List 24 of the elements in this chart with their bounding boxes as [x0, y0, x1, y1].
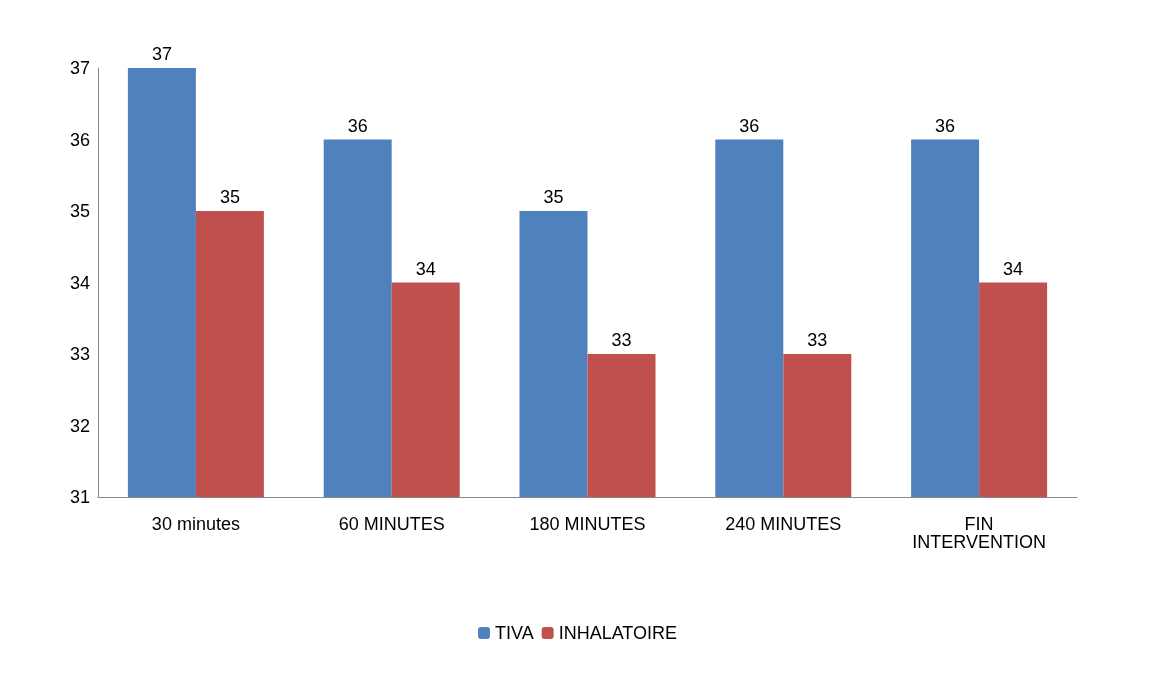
x-tick-label: 240 MINUTES	[725, 514, 842, 534]
legend-label: INHALATOIRE	[558, 623, 678, 643]
x-tick-label: 30 minutes	[151, 514, 240, 534]
data-label: 37	[151, 44, 172, 64]
y-tick-label: 34	[69, 272, 90, 293]
y-tick-label: 35	[69, 201, 90, 221]
data-label: 36	[739, 115, 760, 136]
data-label: 35	[219, 187, 240, 207]
legend-label: TIVA	[494, 623, 534, 643]
data-label: 34	[1003, 258, 1024, 279]
data-label: 36	[935, 115, 956, 136]
y-tick-label: 32	[69, 415, 90, 436]
data-label: 33	[611, 330, 632, 350]
data-label: 34	[415, 258, 436, 279]
y-tick-label: 37	[69, 58, 90, 78]
x-tick-label: 60 MINUTES	[338, 514, 445, 534]
data-label: 35	[543, 187, 564, 207]
data-label: 36	[347, 115, 368, 136]
y-tick-label: 36	[69, 129, 90, 150]
data-label: 33	[807, 330, 828, 350]
x-tick-label: FIN INTERVENTION	[912, 514, 1046, 552]
y-tick-label: 33	[69, 344, 90, 364]
x-tick-label: 180 MINUTES	[529, 514, 646, 534]
y-tick-label: 31	[69, 487, 90, 507]
